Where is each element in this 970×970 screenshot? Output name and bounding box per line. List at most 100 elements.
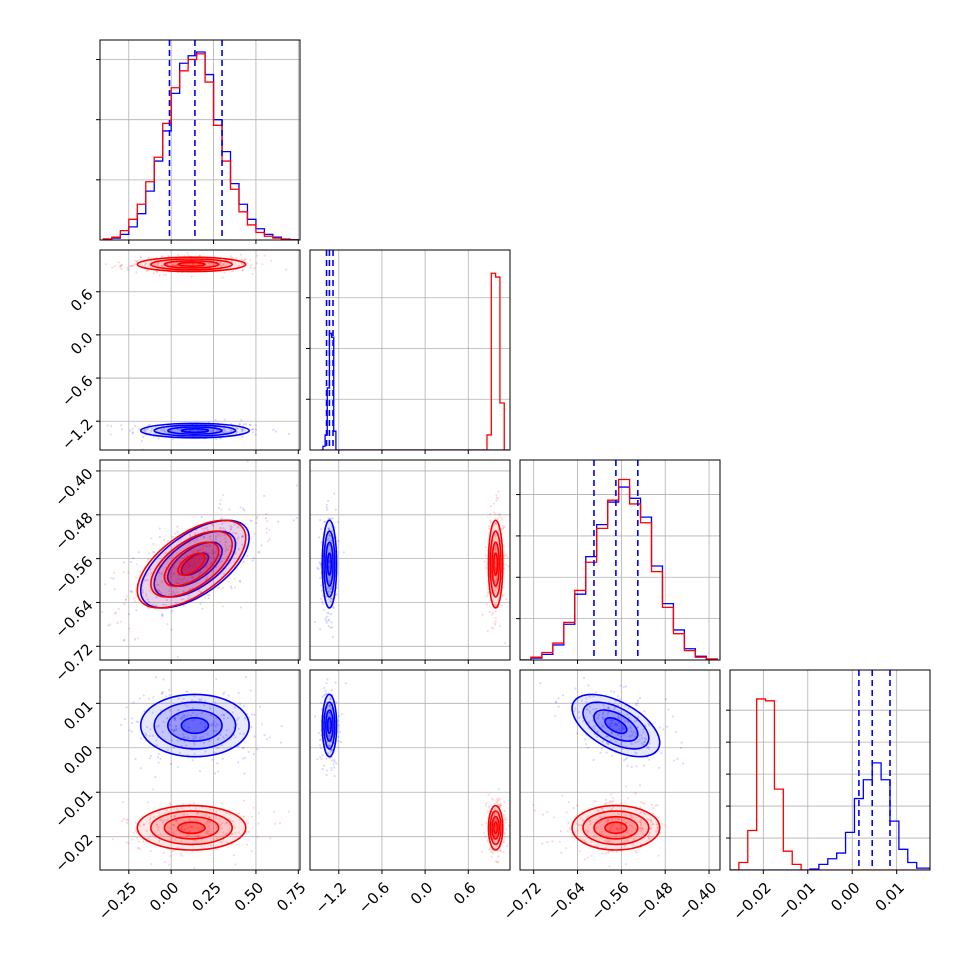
- density-contour: [582, 701, 650, 750]
- sample-point: [195, 713, 199, 716]
- sample-point: [222, 834, 225, 837]
- sample-point: [173, 572, 176, 575]
- sample-point: [618, 698, 622, 701]
- sample-point: [182, 736, 185, 739]
- sample-point: [488, 527, 491, 530]
- sample-point: [138, 427, 141, 431]
- sample-point: [579, 823, 582, 826]
- sample-point: [219, 527, 222, 530]
- sample-point: [219, 540, 222, 543]
- sample-point: [606, 821, 609, 824]
- sample-point: [250, 264, 253, 267]
- sample-point: [176, 530, 179, 533]
- sample-point: [248, 423, 252, 427]
- sample-point: [138, 824, 141, 827]
- sample-point: [333, 492, 336, 495]
- sample-point: [666, 725, 669, 728]
- sample-point: [163, 428, 166, 431]
- sample-point: [594, 800, 598, 803]
- sample-point: [591, 719, 595, 722]
- sample-point: [320, 528, 323, 531]
- sample-point: [154, 604, 158, 607]
- sample-point: [217, 533, 220, 536]
- sample-point: [216, 738, 219, 741]
- sample-point: [329, 714, 332, 718]
- sample-point: [635, 851, 638, 854]
- sample-point: [142, 435, 145, 439]
- y-tick-label: 0.6: [67, 286, 97, 316]
- sample-point: [611, 817, 614, 820]
- sample-point: [169, 839, 172, 842]
- sample-point: [634, 702, 637, 705]
- sample-point: [253, 532, 256, 535]
- sample-point: [621, 811, 624, 814]
- sample-point: [206, 829, 209, 833]
- sample-point: [141, 591, 145, 594]
- sample-point: [679, 746, 683, 750]
- sample-point: [223, 271, 226, 274]
- sample-point: [169, 803, 172, 806]
- sample-point: [608, 865, 611, 868]
- sample-point: [318, 744, 322, 747]
- sample-point: [152, 816, 155, 819]
- sample-point: [186, 826, 189, 830]
- sample-point: [207, 262, 210, 265]
- sample-point: [330, 597, 333, 600]
- sample-point: [188, 564, 192, 567]
- sample-point: [97, 615, 99, 617]
- sample-point: [489, 846, 492, 849]
- sample-point: [253, 267, 256, 270]
- sample-point: [617, 714, 620, 718]
- sample-point: [214, 725, 217, 728]
- histogram-red: [520, 478, 718, 660]
- sample-point: [313, 715, 317, 718]
- sample-point: [225, 547, 228, 551]
- sample-point: [193, 429, 196, 432]
- sample-point: [607, 711, 610, 714]
- sample-point: [625, 756, 629, 760]
- sample-point: [647, 747, 650, 750]
- sample-point: [332, 606, 335, 610]
- sample-point: [330, 540, 333, 543]
- sample-point: [221, 522, 224, 525]
- sample-point: [180, 825, 184, 828]
- sample-point: [606, 742, 610, 745]
- sample-point: [647, 758, 651, 761]
- sample-point: [618, 827, 622, 830]
- sample-point: [211, 429, 215, 433]
- sample-point: [263, 494, 266, 497]
- sample-point: [182, 562, 185, 565]
- sample-point: [185, 744, 188, 747]
- sample-point: [224, 832, 228, 835]
- sample-point: [332, 605, 335, 609]
- sample-point: [620, 874, 622, 876]
- sample-point: [624, 821, 628, 825]
- sample-point: [594, 707, 598, 711]
- sample-point: [171, 827, 174, 830]
- sample-point: [146, 574, 149, 577]
- sample-point: [201, 735, 204, 738]
- sample-point: [192, 711, 195, 714]
- sample-point: [484, 554, 487, 557]
- sample-point: [211, 570, 214, 573]
- sample-point: [129, 560, 133, 564]
- sample-point: [629, 726, 632, 729]
- sample-point: [173, 532, 177, 535]
- sample-point: [567, 821, 570, 824]
- sample-point: [609, 823, 612, 826]
- sample-point: [320, 757, 323, 761]
- sample-point: [192, 801, 195, 804]
- sample-point: [504, 828, 507, 831]
- sample-point: [225, 540, 228, 544]
- sample-point: [254, 433, 257, 436]
- sample-point: [639, 829, 643, 833]
- sample-point: [144, 732, 147, 735]
- sample-point: [131, 264, 134, 267]
- sample-point: [578, 716, 581, 719]
- sample-point: [610, 725, 613, 728]
- sample-point: [555, 701, 558, 704]
- sample-point: [148, 423, 151, 426]
- sample-point: [217, 737, 220, 740]
- sample-point: [171, 264, 174, 267]
- sample-point: [187, 563, 191, 567]
